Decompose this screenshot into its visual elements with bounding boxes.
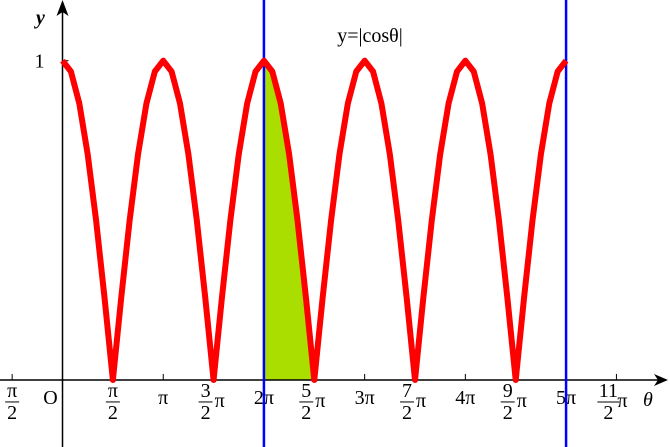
curve	[60, 57, 569, 383]
x-axis-arrow	[654, 373, 668, 386]
x-tick-label: 5 2π	[301, 380, 325, 424]
denominator: 2	[301, 402, 311, 424]
x-tick-label: π	[158, 387, 168, 409]
numerator: 7	[402, 380, 412, 402]
y-axis-arrow	[56, 0, 69, 16]
y-tick-label: 1	[35, 51, 45, 73]
denominator: 2	[7, 402, 17, 424]
numerator: 5	[301, 380, 311, 402]
x-tick-label: 4π	[455, 387, 475, 409]
pi: π	[315, 390, 325, 412]
x-tick-label: 3π	[355, 387, 375, 409]
numerator: π	[108, 380, 118, 402]
shaded-area	[263, 60, 315, 380]
x-tick-label: 9 2π	[503, 380, 527, 424]
x-tick-label: 11 2π	[599, 380, 628, 424]
x-tick-label: O	[43, 387, 57, 409]
pi: π	[617, 390, 627, 412]
pi: π	[215, 390, 225, 412]
denominator: 2	[503, 402, 513, 424]
pi: π	[517, 390, 527, 412]
numerator: 3	[201, 380, 211, 402]
pi: π	[416, 390, 426, 412]
y-axis-label: y	[34, 7, 45, 29]
denominator: 2	[108, 402, 118, 424]
denominator: 2	[603, 402, 613, 424]
numerator: π	[7, 380, 17, 402]
x-tick-label: 3 2π	[201, 380, 225, 424]
x-tick-label: −π2	[0, 380, 17, 424]
denominator: 2	[201, 402, 211, 424]
numerator: 9	[503, 380, 513, 402]
chart-title: y=|cosθ|	[337, 25, 403, 47]
numerator: 11	[599, 380, 618, 402]
x-axis-label: θ	[643, 389, 653, 411]
denominator: 2	[402, 402, 412, 424]
x-tick-label: 7 2π	[402, 380, 426, 424]
